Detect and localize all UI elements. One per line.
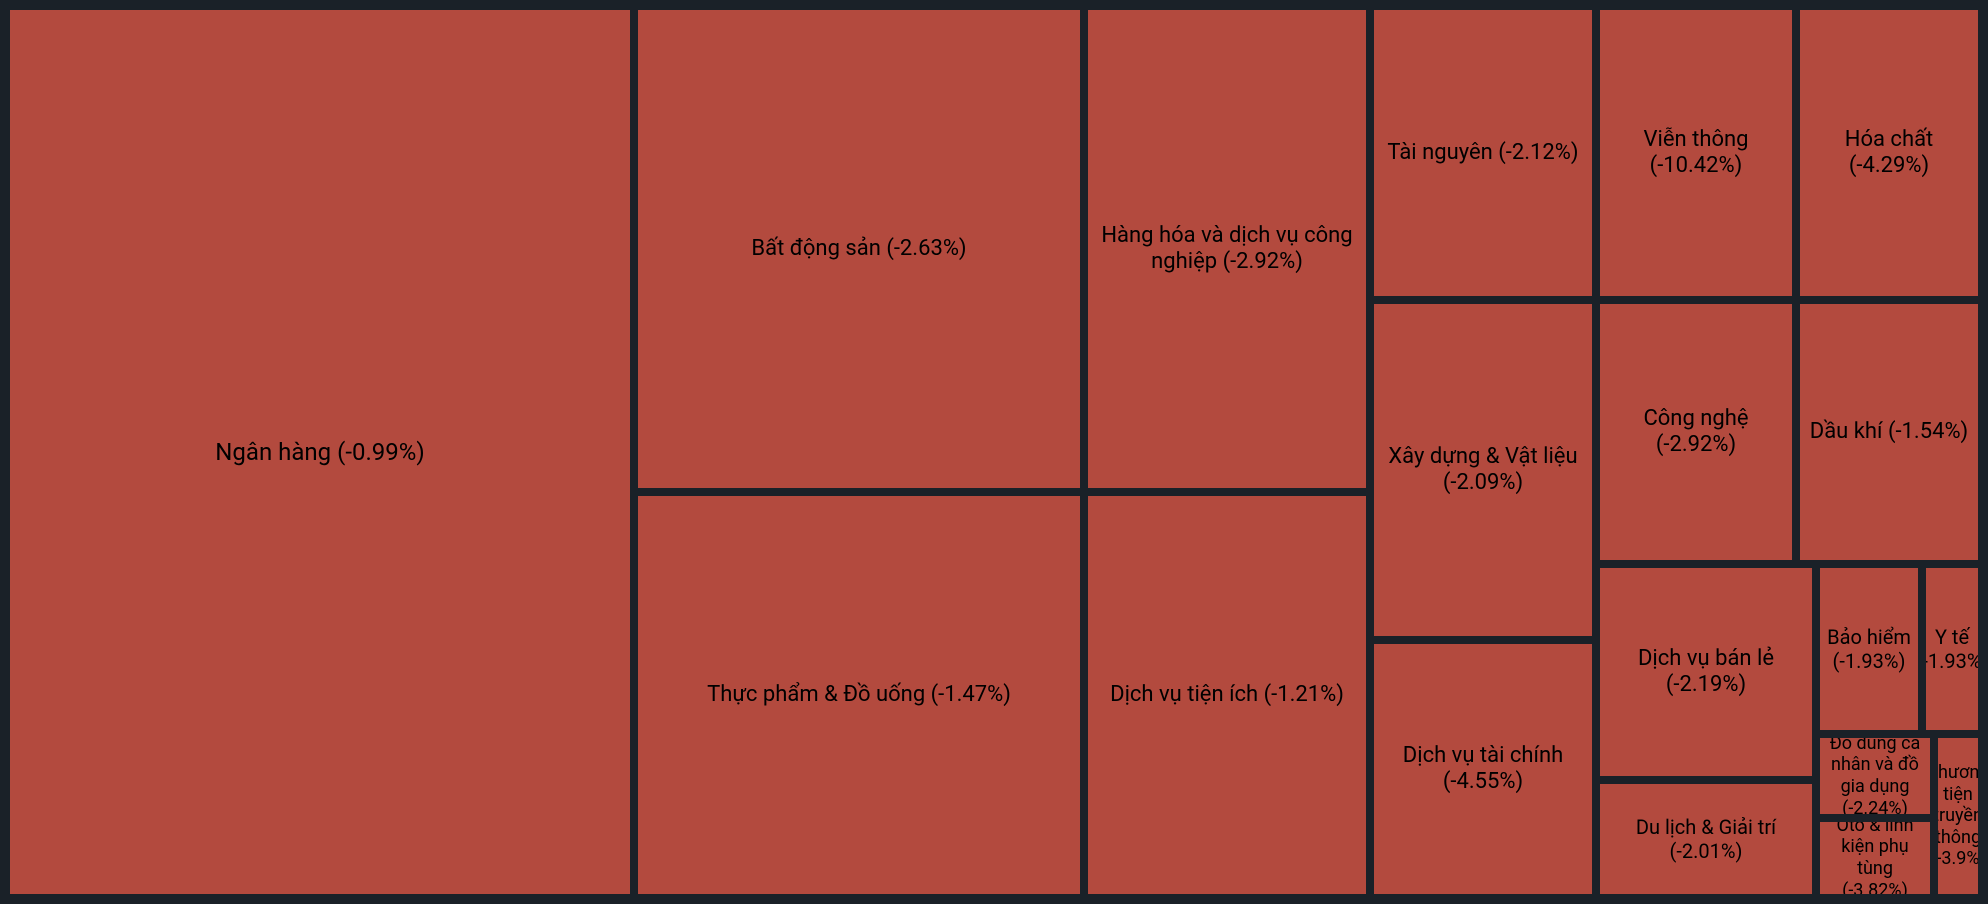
treemap-cell[interactable]: Công nghệ (-2.92%) (1596, 300, 1796, 564)
treemap-cell-label: Dầu khí (-1.54%) (1810, 419, 1968, 445)
treemap-cell-label: Ngân hàng (-0.99%) (215, 438, 424, 467)
treemap-cell-label: Dịch vụ tiện ích (-1.21%) (1110, 682, 1344, 708)
treemap-cell-label: Bảo hiểm (-1.93%) (1824, 625, 1914, 673)
treemap-cell-label: Ôtô & linh kiện phụ tùng (-3.82%) (1824, 818, 1926, 898)
treemap-cell[interactable]: Dầu khí (-1.54%) (1796, 300, 1982, 564)
treemap-cell[interactable]: Viễn thông (-10.42%) (1596, 6, 1796, 300)
treemap-cell-label: Bất động sản (-2.63%) (751, 236, 966, 262)
treemap-cell[interactable]: Thực phẩm & Đồ uống (-1.47%) (634, 492, 1084, 898)
treemap-cell[interactable]: Du lịch & Giải trí (-2.01%) (1596, 780, 1816, 898)
treemap-cell-label: Xây dựng & Vật liệu (-2.09%) (1378, 444, 1588, 497)
treemap-cell[interactable]: Hóa chất (-4.29%) (1796, 6, 1982, 300)
treemap-cell[interactable]: Đồ dùng cá nhân và đồ gia dụng (-2.24%) (1816, 734, 1934, 818)
treemap-cell-label: Công nghệ (-2.92%) (1604, 406, 1788, 459)
treemap-cell-label: Hàng hóa và dịch vụ công nghiệp (-2.92%) (1092, 223, 1362, 276)
treemap-cell-label: Tài nguyên (-2.12%) (1387, 140, 1578, 166)
treemap-cell-label: Y tế (-1.93%) (1922, 625, 1982, 673)
treemap-cell[interactable]: Dịch vụ bán lẻ (-2.19%) (1596, 564, 1816, 780)
treemap-cell-label: Dịch vụ bán lẻ (-2.19%) (1604, 646, 1808, 699)
treemap-cell[interactable]: Hàng hóa và dịch vụ công nghiệp (-2.92%) (1084, 6, 1370, 492)
treemap-cell[interactable]: Ngân hàng (-0.99%) (6, 6, 634, 898)
treemap-cell[interactable]: Xây dựng & Vật liệu (-2.09%) (1370, 300, 1596, 640)
treemap-cell[interactable]: Dịch vụ tài chính (-4.55%) (1370, 640, 1596, 898)
treemap-cell-label: Viễn thông (-10.42%) (1604, 127, 1788, 180)
treemap-cell[interactable]: Bảo hiểm (-1.93%) (1816, 564, 1922, 734)
treemap-cell-label: Dịch vụ tài chính (-4.55%) (1378, 743, 1588, 796)
treemap-cell[interactable]: Y tế (-1.93%) (1922, 564, 1982, 734)
treemap-cell-label: Đồ dùng cá nhân và đồ gia dụng (-2.24%) (1824, 734, 1926, 818)
treemap-cell-label: Thực phẩm & Đồ uống (-1.47%) (707, 682, 1011, 708)
treemap-cell[interactable]: Dịch vụ tiện ích (-1.21%) (1084, 492, 1370, 898)
treemap-cell-label: Du lịch & Giải trí (-2.01%) (1604, 815, 1808, 863)
treemap-cell-label: Phương tiện truyền thông (-3.9%) (1934, 762, 1982, 870)
treemap-cell-label: Hóa chất (-4.29%) (1804, 127, 1974, 180)
sector-treemap: Ngân hàng (-0.99%) Bất động sản (-2.63%) H… (0, 0, 1988, 904)
treemap-cell[interactable]: Ôtô & linh kiện phụ tùng (-3.82%) (1816, 818, 1934, 898)
treemap-cell[interactable]: Tài nguyên (-2.12%) (1370, 6, 1596, 300)
treemap-cell[interactable]: Bất động sản (-2.63%) (634, 6, 1084, 492)
treemap-cell[interactable]: Phương tiện truyền thông (-3.9%) (1934, 734, 1982, 898)
